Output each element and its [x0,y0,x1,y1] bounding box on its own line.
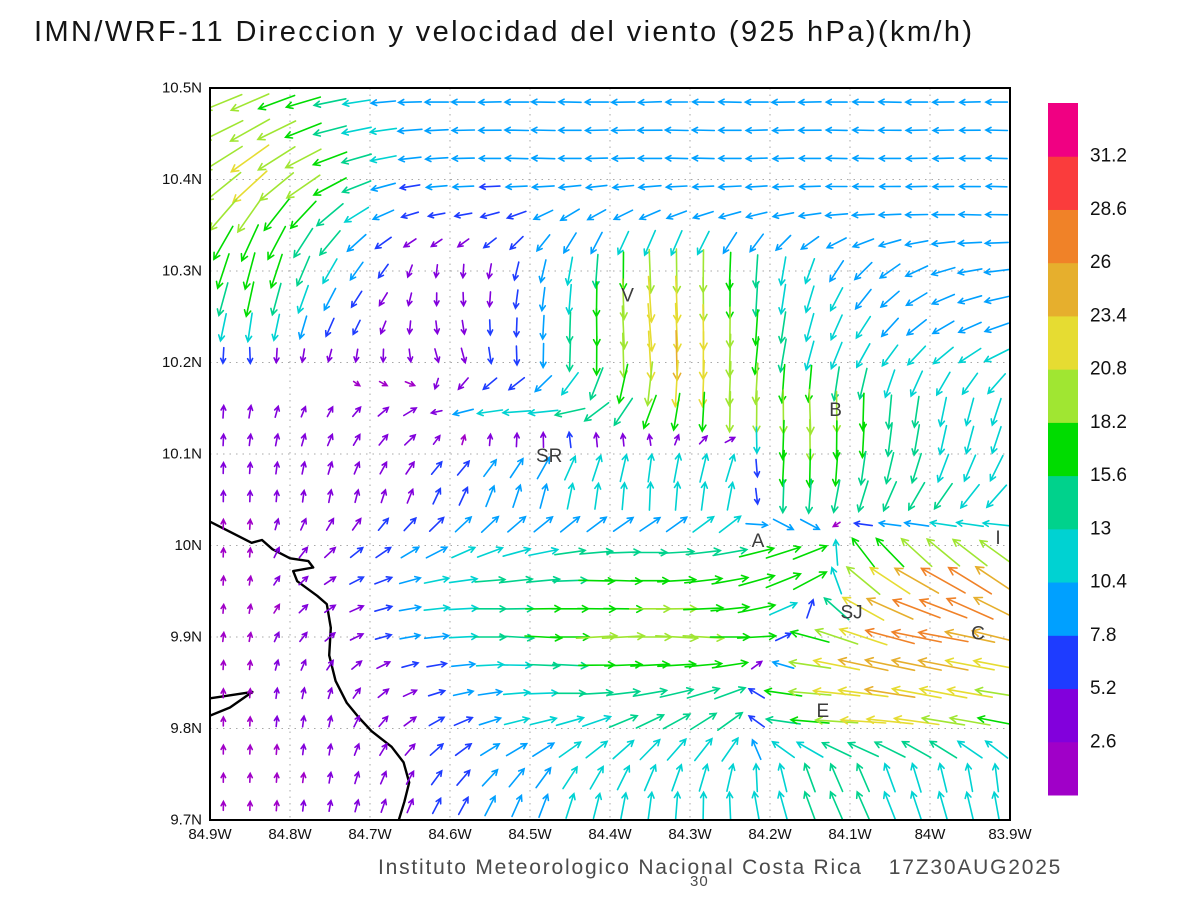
svg-text:23.4: 23.4 [1090,305,1127,326]
svg-text:20.8: 20.8 [1090,359,1127,380]
city-label-sr: SR [536,446,562,467]
city-label-sj: SJ [841,602,863,623]
svg-text:84.8W: 84.8W [268,826,312,843]
svg-text:9.8N: 9.8N [170,720,202,737]
svg-text:84.4W: 84.4W [588,826,632,843]
svg-text:31.2: 31.2 [1090,146,1127,167]
city-label-v: V [621,286,634,307]
x-axis-labels: 84.9W 84.8W 84.7W 84.6W 84.5W 84.4W 84.3W 84.2W… [188,826,1032,843]
svg-text:10.2N: 10.2N [162,354,202,371]
city-labels: V SR B A SJ C E I [536,286,1001,722]
svg-text:9.9N: 9.9N [170,629,202,646]
city-label-e: E [816,701,829,722]
svg-text:9.7N: 9.7N [170,812,202,829]
svg-text:10.4: 10.4 [1090,572,1127,593]
city-label-b: B [829,400,842,421]
colorbar [1048,103,1078,796]
svg-text:10.4N: 10.4N [162,171,202,188]
timestamp-text: 17Z30AUG2025 [888,856,1063,879]
svg-text:7.8: 7.8 [1090,625,1116,646]
svg-text:28.6: 28.6 [1090,199,1127,220]
city-label-i: I [995,528,1000,549]
svg-text:84.6W: 84.6W [428,826,472,843]
svg-text:84.1W: 84.1W [828,826,872,843]
y-axis-labels: 10.5N 10.4N 10.3N 10.2N 10.1N 10N 9.9N 9.8N 9.7N [162,80,202,829]
svg-text:15.6: 15.6 [1090,465,1127,486]
city-label-a: A [752,531,765,552]
svg-text:83.9W: 83.9W [988,826,1032,843]
svg-text:13: 13 [1090,518,1111,539]
attribution-text: Instituto Meteorologico Nacional Costa R… [378,856,863,879]
svg-text:5.2: 5.2 [1090,678,1116,699]
svg-text:10.1N: 10.1N [162,446,202,463]
coastline [210,520,411,820]
colorbar-labels: 2.6 5.2 7.8 10.4 13 15.6 18.2 20.8 23.4 26 28.6 31.… [1090,146,1127,753]
plot-border [209,87,1011,821]
wind-arrows [210,93,1010,820]
svg-text:84.2W: 84.2W [748,826,792,843]
svg-text:10N: 10N [174,537,202,554]
svg-text:26: 26 [1090,252,1111,273]
svg-text:84.9W: 84.9W [188,826,232,843]
city-label-c: C [971,623,985,644]
svg-text:84W: 84W [915,826,947,843]
svg-text:84.3W: 84.3W [668,826,712,843]
svg-text:84.7W: 84.7W [348,826,392,843]
svg-text:84.5W: 84.5W [508,826,552,843]
page-title: IMN/WRF-11 Direccion y velocidad del vie… [34,16,975,48]
svg-text:18.2: 18.2 [1090,412,1127,433]
svg-text:10.5N: 10.5N [162,80,202,97]
chart-footer: Instituto Meteorologico Nacional Costa R… [378,856,1062,880]
svg-text:10.3N: 10.3N [162,263,202,280]
svg-text:2.6: 2.6 [1090,731,1116,752]
frame-number: 30 [690,873,709,890]
